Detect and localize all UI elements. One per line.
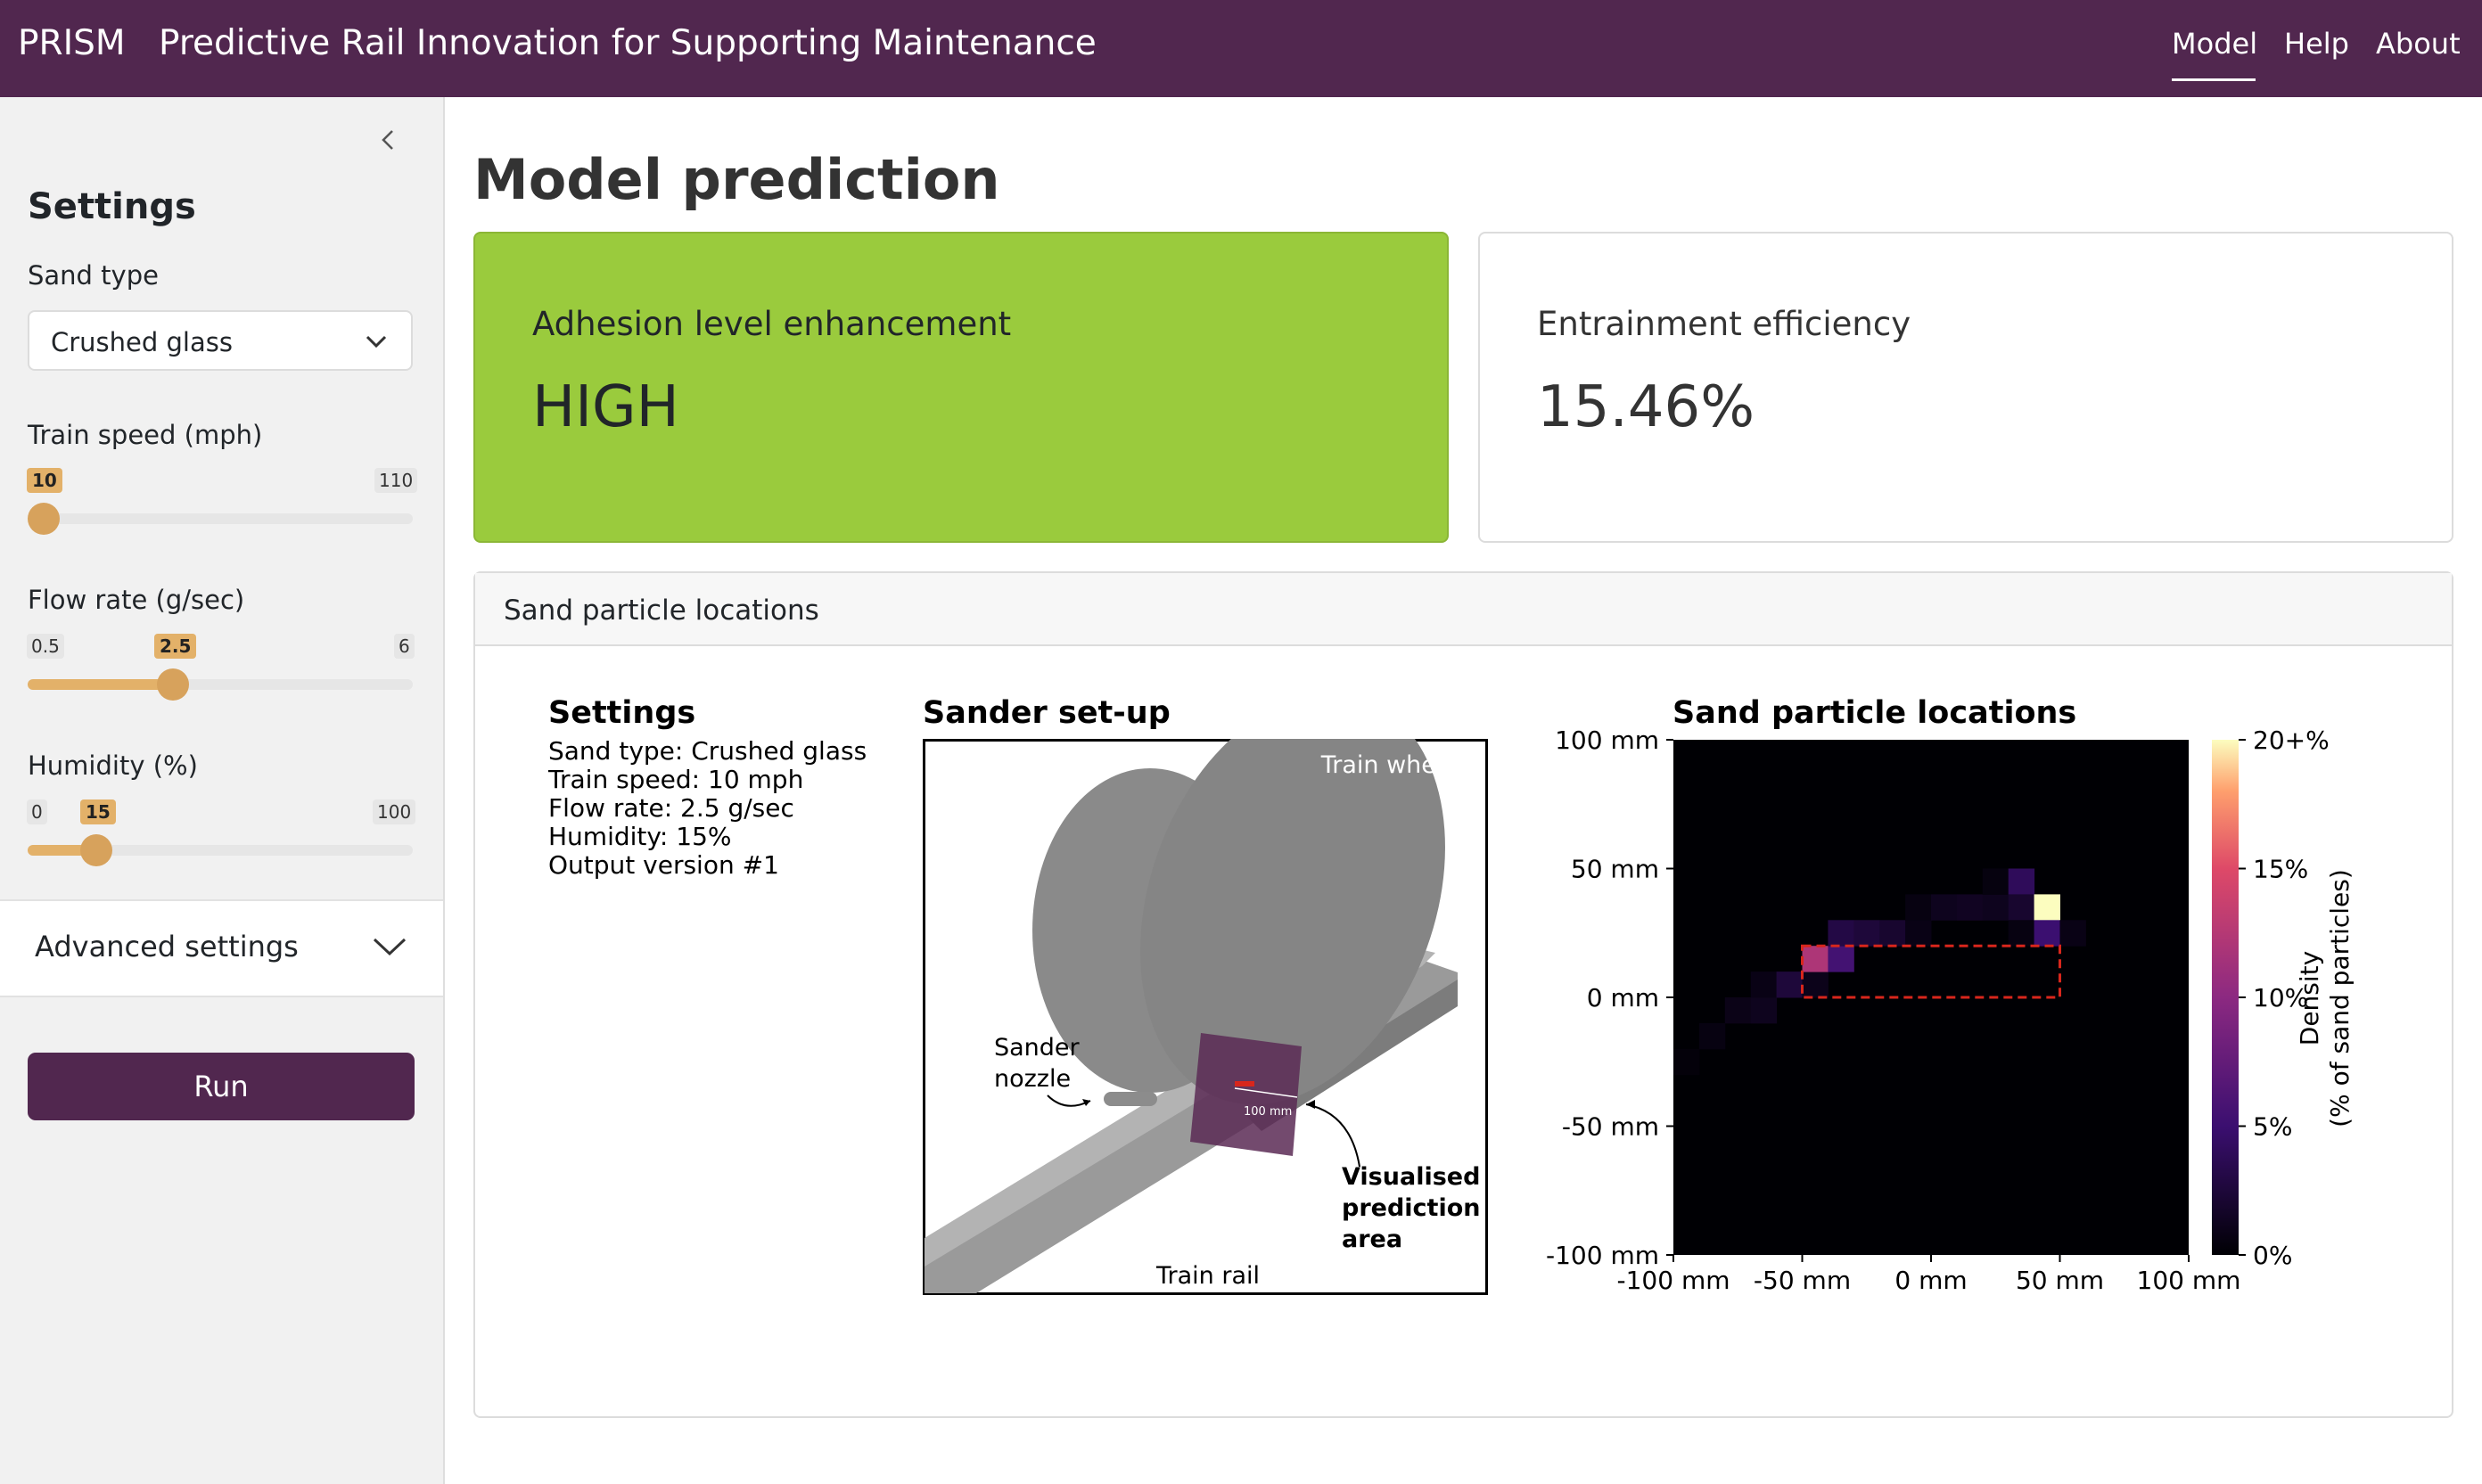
efficiency-card: Entrainment efficiency 15.46% <box>1478 232 2453 543</box>
visualised-area-label: area <box>1342 1226 1402 1253</box>
brand-logo[interactable]: PRISM <box>18 23 126 63</box>
page-title: Model prediction <box>473 147 1000 212</box>
flow-rate-value: 2.5 <box>154 634 197 659</box>
nav-about-link[interactable]: About <box>2376 27 2461 61</box>
flow-rate-min: 0.5 <box>27 634 64 659</box>
train-rail-label: Train rail <box>1155 1262 1260 1290</box>
figure-setting-line: Train speed: 10 mph <box>548 765 804 794</box>
train-wheel-label: Train wheel <box>1320 751 1458 779</box>
chevron-down-icon <box>373 938 407 956</box>
train-speed-label: Train speed (mph) <box>28 420 263 450</box>
chevron-down-icon <box>366 335 387 348</box>
figure-setting-line: Humidity: 15% <box>548 822 732 851</box>
advanced-settings-toggle[interactable]: Advanced settings <box>0 899 443 997</box>
figure-settings-title: Settings <box>548 695 696 731</box>
visualised-area-label: Visualised <box>1342 1163 1480 1191</box>
flow-rate-slider[interactable] <box>28 668 413 701</box>
train-speed-slider[interactable] <box>28 503 413 535</box>
sand-type-value: Crushed glass <box>51 327 233 357</box>
flow-rate-max: 6 <box>394 634 415 659</box>
prediction-area <box>1190 1033 1302 1156</box>
heatmap-title: Sand particle locations <box>1672 695 2077 731</box>
adhesion-value: HIGH <box>532 374 679 440</box>
sand-card-header: Sand particle locations <box>475 573 2452 646</box>
visualised-area-label: prediction <box>1342 1194 1480 1222</box>
sander-setup-illustration: 100 mm Train wheel Sander nozzle Visuali… <box>923 739 1488 1295</box>
run-button[interactable]: Run <box>28 1053 415 1120</box>
settings-sidebar: Settings Sand type Crushed glass Train s… <box>0 97 445 1484</box>
sand-card-title: Sand particle locations <box>504 594 819 627</box>
top-navbar: PRISM Predictive Rail Innovation for Sup… <box>0 0 2482 97</box>
humidity-max: 100 <box>373 799 416 824</box>
humidity-label: Humidity (%) <box>28 750 198 781</box>
humidity-thumb[interactable] <box>80 834 112 866</box>
humidity-fill <box>28 845 96 856</box>
sander-nozzle-label: nozzle <box>994 1065 1071 1093</box>
flow-rate-fill <box>28 679 173 690</box>
app-subtitle: Predictive Rail Innovation for Supportin… <box>159 23 1097 63</box>
humidity-min: 0 <box>27 799 47 824</box>
figure-setting-line: Sand type: Crushed glass <box>548 736 867 766</box>
adhesion-title: Adhesion level enhancement <box>532 305 1012 343</box>
chevron-left-icon <box>382 130 393 150</box>
wheel-face <box>1140 739 1445 1105</box>
nav-help-link[interactable]: Help <box>2284 27 2349 61</box>
train-speed-value: 10 <box>27 468 62 493</box>
train-speed-max: 110 <box>374 468 418 493</box>
train-speed-thumb[interactable] <box>28 503 60 535</box>
flow-rate-thumb[interactable] <box>157 668 189 701</box>
sand-type-select[interactable]: Crushed glass <box>28 310 413 371</box>
collapse-sidebar-button[interactable] <box>373 124 405 156</box>
sander-nozzle-label: Sander <box>994 1034 1081 1062</box>
scale-label: 100 mm <box>1244 1105 1292 1119</box>
nav-model-link[interactable]: Model <box>2172 27 2258 61</box>
sand-type-label: Sand type <box>28 260 159 291</box>
sidebar-title: Settings <box>28 186 196 227</box>
efficiency-title: Entrainment efficiency <box>1537 305 1911 343</box>
nozzle-shape <box>1104 1092 1157 1106</box>
humidity-value: 15 <box>80 799 116 824</box>
active-tab-indicator <box>2172 78 2256 81</box>
humidity-slider[interactable] <box>28 834 413 866</box>
efficiency-value: 15.46% <box>1537 374 1755 440</box>
figure-setting-line: Flow rate: 2.5 g/sec <box>548 793 794 823</box>
setup-title: Sander set-up <box>923 695 1171 731</box>
adhesion-card: Adhesion level enhancement HIGH <box>473 232 1449 543</box>
flow-rate-label: Flow rate (g/sec) <box>28 585 245 615</box>
figure-setting-line: Output version #1 <box>548 850 779 880</box>
advanced-settings-label: Advanced settings <box>35 930 299 963</box>
